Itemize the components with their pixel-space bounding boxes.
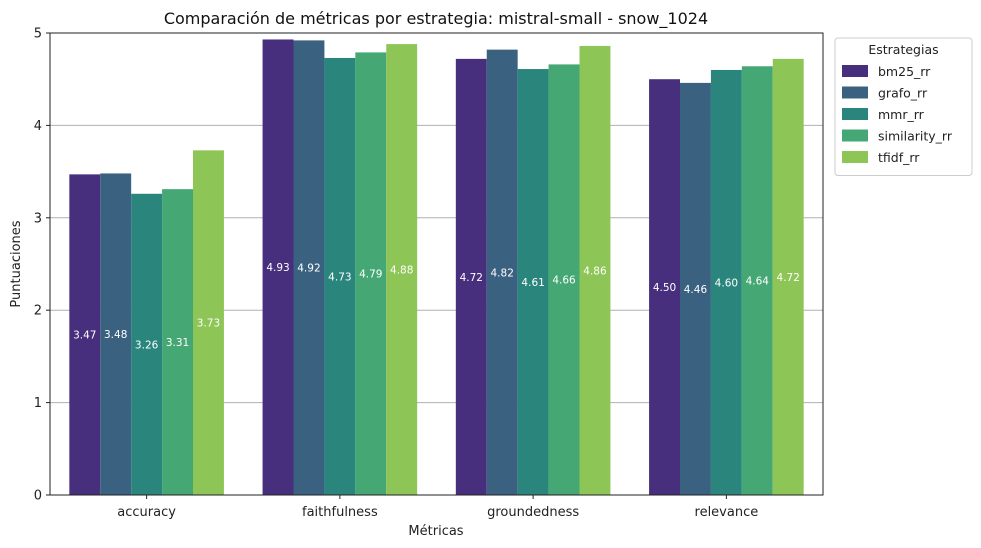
bar-tfidf_rr-groundedness <box>579 45 611 495</box>
bar-value-label: 3.31 <box>166 337 189 349</box>
chart-title: Comparación de métricas por estrategia: … <box>164 9 708 29</box>
x-tick-label: accuracy <box>117 505 176 520</box>
bar-value-label: 4.92 <box>297 263 320 275</box>
bar-value-label: 4.82 <box>491 267 514 279</box>
bar-tfidf_rr-faithfulness <box>386 44 418 495</box>
legend: Estrategias bm25_rr grafo_rr mmr_rr similari… <box>834 37 973 176</box>
legend-label-similarity_rr: similarity_rr <box>878 129 953 144</box>
y-tick-label: 3 <box>34 211 42 226</box>
bar-grafo_rr-relevance <box>679 82 711 496</box>
bar-similarity_rr-faithfulness <box>355 52 387 496</box>
bar-value-labels: 3.47 3.48 3.26 3.31 3.73 4.93 4.92 4.73 4.79 4.88… <box>73 262 800 351</box>
bar-value-label: 4.72 <box>777 272 800 284</box>
bar-value-label: 3.47 <box>73 330 96 342</box>
y-axis-title: Puntuaciones <box>9 220 24 307</box>
legend-label-tfidf_rr: tfidf_rr <box>878 150 920 165</box>
x-tick-label: relevance <box>695 505 759 520</box>
legend-label-grafo_rr: grafo_rr <box>878 86 928 101</box>
bar-value-label: 3.48 <box>104 329 127 341</box>
bar-value-label: 4.86 <box>583 265 607 277</box>
bar-mmr_rr-groundedness <box>517 69 549 495</box>
legend-swatch-grafo_rr <box>842 86 868 99</box>
bar-value-label: 4.46 <box>684 284 708 296</box>
bar-value-label: 4.93 <box>266 262 289 274</box>
plot-frame <box>49 32 824 496</box>
bar-mmr_rr-accuracy <box>131 193 163 495</box>
bar-bm25_rr-accuracy <box>69 174 101 495</box>
x-tick-label: faithfulness <box>302 505 378 520</box>
axes: 0 1 2 3 4 5 accuracy faithfulness groundedness re… <box>34 27 824 520</box>
bar-value-label: 4.66 <box>552 275 576 287</box>
legend-swatch-mmr_rr <box>842 108 868 120</box>
bar-value-label: 4.50 <box>653 282 676 294</box>
bar-grafo_rr-groundedness <box>486 49 518 496</box>
y-tick-label: 5 <box>34 27 42 42</box>
legend-label-bm25_rr: bm25_rr <box>878 64 931 79</box>
bar-mmr_rr-relevance <box>710 69 742 496</box>
bar-similarity_rr-relevance <box>741 66 773 495</box>
bar-value-label: 4.79 <box>359 269 382 281</box>
bar-grafo_rr-accuracy <box>100 173 132 495</box>
bar-value-label: 4.61 <box>521 277 544 289</box>
bar-value-label: 3.26 <box>135 339 159 351</box>
y-tick-label: 2 <box>34 304 42 319</box>
bar-similarity_rr-accuracy <box>162 189 194 495</box>
bar-bm25_rr-faithfulness <box>262 39 294 496</box>
bar-value-label: 4.64 <box>746 276 770 288</box>
bar-tfidf_rr-relevance <box>772 58 804 495</box>
y-tick-label: 0 <box>34 489 42 504</box>
bar-value-label: 4.88 <box>390 265 413 277</box>
y-tick-label: 1 <box>34 396 42 411</box>
bar-similarity_rr-groundedness <box>548 64 580 495</box>
bar-value-label: 4.60 <box>715 277 738 289</box>
legend-label-mmr_rr: mmr_rr <box>878 107 925 122</box>
bar-mmr_rr-faithfulness <box>324 57 356 495</box>
bar-value-label: 4.73 <box>328 271 351 283</box>
bars <box>69 39 804 496</box>
legend-swatch-similarity_rr <box>842 129 868 142</box>
bar-value-label: 4.72 <box>460 272 483 284</box>
bar-value-label: 3.73 <box>197 318 220 330</box>
bar-bm25_rr-relevance <box>649 79 680 495</box>
x-axis-title: Métricas <box>408 524 463 539</box>
bar-tfidf_rr-accuracy <box>193 150 224 495</box>
legend-swatch-tfidf_rr <box>842 151 868 163</box>
bar-grafo_rr-faithfulness <box>293 40 325 495</box>
bar-bm25_rr-groundedness <box>455 58 487 495</box>
y-tick-label: 4 <box>34 119 42 134</box>
x-tick-label: groundedness <box>487 505 579 520</box>
legend-swatch-bm25_rr <box>842 65 868 77</box>
legend-title: Estrategias <box>868 42 938 57</box>
legend-box <box>834 37 973 176</box>
